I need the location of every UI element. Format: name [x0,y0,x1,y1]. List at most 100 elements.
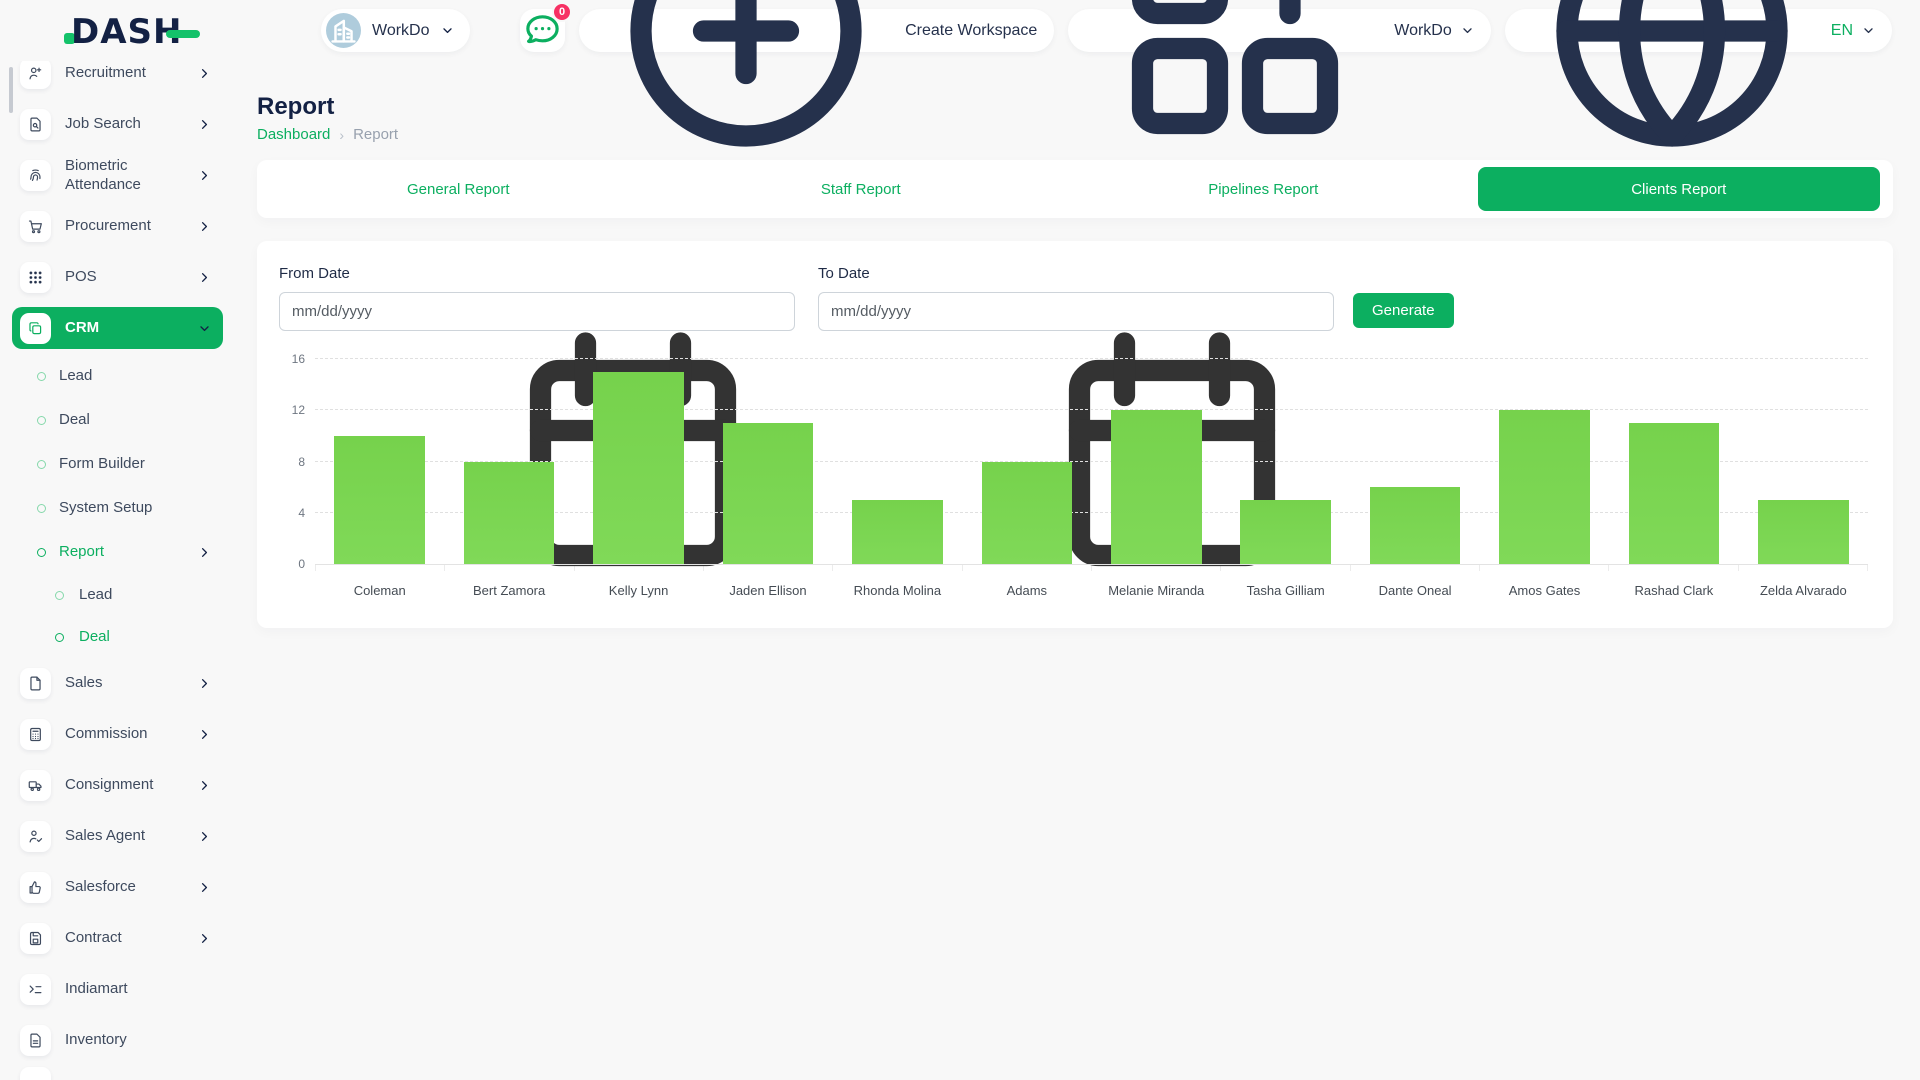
chart-bar-kelly-lynn [593,371,684,564]
tab-clients-report[interactable]: Clients Report [1477,167,1880,211]
tab-pipelines-report[interactable]: Pipelines Report [1208,180,1319,198]
x-tick [316,565,446,571]
sidebar-item-job-search[interactable]: Job Search [20,99,211,150]
bar-slot [833,360,962,564]
bar-slot [1609,360,1738,564]
x-axis-label: Melanie Miranda [1108,583,1205,598]
sidebar-item-crm-report-lead[interactable]: Lead [20,574,211,616]
y-axis-tick-label: 16 [291,352,305,366]
squares-plus-icon [1085,0,1385,181]
from-date-field: From Date [279,265,795,567]
bullet-icon [37,371,46,381]
sidebar-item-crm[interactable]: CRM [12,307,223,349]
language-label: EN [1830,21,1853,39]
sidebar-item-crm-deal[interactable]: Deal [20,398,211,442]
chevron-right-icon [198,779,211,792]
clients-report-chart: 0 4 8 12 16 Coleman Bert Zamora Kelly Lynn Jade… [279,352,1868,598]
chevron-right-icon [198,677,211,690]
to-date-field: To Date [818,265,1334,567]
x-tick [704,565,834,571]
account-menu-label: WorkDo [1394,21,1452,39]
x-axis-label: Amos Gates [1508,583,1581,598]
main-content: Report Dashboard › Report General Report… [257,61,1920,628]
sidebar-item-label: Sales Agent [65,827,146,845]
dash-logo[interactable]: DASH [64,12,201,52]
sidebar-item-biometric-attendance[interactable]: Biometric Attendance [20,150,211,201]
from-date-input[interactable] [279,292,795,331]
y-axis-tick-label: 0 [298,557,305,571]
bar-slot [703,360,832,564]
sidebar-item-pos[interactable]: POS [20,252,211,303]
x-axis-label: Jaden Ellison [729,583,807,598]
x-tick [1480,565,1610,571]
tab-staff-report[interactable]: Staff Report [820,180,901,198]
chevron-down-icon [1461,24,1474,37]
truck-icon [20,770,51,801]
x-tick [575,565,704,571]
bullet-icon [37,415,46,425]
chevron-right-icon [198,830,211,843]
sidebar-item-contract[interactable]: Contract [20,913,211,964]
messages-button[interactable]: 0 [520,2,573,52]
sidebar-item-commission[interactable]: Commission [20,709,211,760]
chevron-right-icon [198,118,211,131]
sidebar-item-sales-agent[interactable]: Sales Agent [20,811,211,862]
chevron-right-icon [198,67,211,80]
chart-bar-zelda-alvarado [1758,499,1849,564]
x-axis-ticks [315,565,1868,571]
gridline [315,358,1868,359]
x-axis-label: Kelly Lynn [608,583,669,598]
sidebar-item-recruitment[interactable]: Recruitment [20,61,211,99]
terminal-list-icon [20,974,51,1005]
logo-accent-bar [166,30,201,38]
workspace-name: WorkDo [372,21,430,39]
bullet-icon [37,547,46,557]
y-axis-tick-label: 4 [298,505,305,520]
x-tick [1221,565,1351,571]
breadcrumb-dashboard-link[interactable]: Dashboard [257,126,331,143]
y-axis-tick-label: 8 [298,454,305,469]
cart-icon [20,211,51,242]
x-tick [1351,565,1480,571]
chart-bar-jaden-ellison [722,423,814,564]
x-axis-label: Bert Zamora [473,583,546,598]
sidebar-item-label: Procurement [65,217,151,235]
sidebar-item-sales[interactable]: Sales [20,658,211,709]
x-axis-label: Rhonda Molina [853,583,942,598]
sidebar-item-consignment[interactable]: Consignment [20,760,211,811]
sidebar-item-label: Consignment [65,776,154,794]
x-tick [833,565,963,571]
messages-count-badge: 0 [552,2,573,22]
sidebar-item-procurement[interactable]: Procurement [20,201,211,252]
to-date-input[interactable] [818,292,1334,331]
gridline [315,511,1868,513]
sidebar-item-crm-lead[interactable]: Lead [20,354,211,398]
bullet-icon [37,459,46,469]
create-workspace-button[interactable]: Create Workspace [579,0,1055,147]
globe-icon [1522,0,1822,181]
sidebar-item-crm-form-builder[interactable]: Form Builder [20,442,211,486]
sidebar-item-salesforce[interactable]: Salesforce [20,862,211,913]
sidebar-item-label: Indiamart [65,980,128,998]
language-selector[interactable]: EN [1504,0,1892,147]
chevron-right-icon [198,728,211,741]
sidebar-scrollbar-thumb[interactable] [9,67,13,113]
workspace-switcher[interactable]: WorkDo [321,9,470,52]
chevron-right-icon [198,169,211,182]
chart-bar-dante-oneal [1369,487,1461,564]
sidebar-item-crm-system-setup[interactable]: System Setup [20,486,211,530]
save-icon [20,923,51,954]
account-menu-button[interactable]: WorkDo [1068,0,1491,134]
x-axis-labels: Coleman Bert Zamora Kelly Lynn Jaden Elliso… [315,583,1868,598]
sidebar-item-label: Lead [79,585,113,603]
sidebar-item-indiamart[interactable]: Indiamart [20,964,211,1015]
tab-general-report[interactable]: General Report [406,180,510,198]
sidebar-item-crm-report-deal[interactable]: Deal [20,616,211,658]
from-date-label: From Date [279,265,350,282]
sidebar-item-inventory[interactable]: Inventory [20,1015,211,1066]
generate-button[interactable]: Generate [1353,293,1454,328]
sidebar-item-crm-report[interactable]: Report [20,530,211,574]
chevron-right-icon [198,271,211,284]
bullet-icon [55,590,64,600]
file-search-icon [20,109,51,140]
